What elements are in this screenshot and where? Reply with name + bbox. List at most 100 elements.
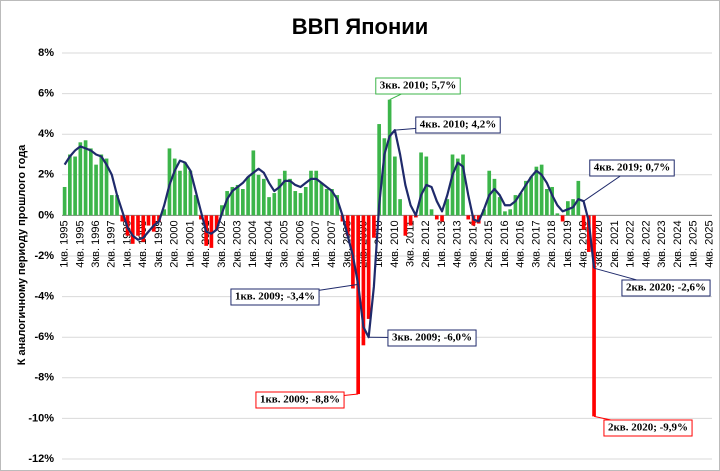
x-tick-label: 3кв. 2020 xyxy=(593,220,605,267)
bar xyxy=(319,182,324,216)
bar xyxy=(377,124,381,216)
x-tick-label: 1кв. 2007 xyxy=(310,220,322,267)
bar xyxy=(387,99,392,216)
x-tick-label: 1кв. 2019 xyxy=(562,220,574,267)
label-box xyxy=(387,329,477,347)
y-tick-label: 4% xyxy=(38,128,54,140)
x-tick-label: 4кв. 2019 xyxy=(577,220,589,267)
bar xyxy=(555,213,560,216)
x-tick-label: 3кв. 2005 xyxy=(279,220,291,267)
bar xyxy=(62,186,67,216)
bar xyxy=(503,211,507,216)
x-tick-label: 2кв. 1997 xyxy=(106,220,118,267)
y-tick-label: 6% xyxy=(38,88,54,100)
bar xyxy=(434,215,439,220)
x-tick-label: 3кв. 2017 xyxy=(530,220,542,267)
label-box xyxy=(603,419,693,437)
bar xyxy=(209,215,214,248)
y-tick-label: -6% xyxy=(34,331,54,343)
bar xyxy=(445,199,450,216)
x-tick-label: 4кв. 2007 xyxy=(326,220,338,267)
y-tick-label: -12% xyxy=(28,453,54,465)
bar xyxy=(293,191,298,216)
bar xyxy=(68,154,72,216)
y-tick-label: -8% xyxy=(34,372,54,384)
bar xyxy=(99,154,104,216)
bar xyxy=(183,162,188,216)
bar xyxy=(193,195,198,216)
bar xyxy=(162,209,167,216)
x-tick-label: 1кв. 2004 xyxy=(247,220,259,267)
y-tick-label: -4% xyxy=(34,291,54,303)
bar xyxy=(403,215,408,236)
x-tick-label: 2кв. 2003 xyxy=(232,220,244,267)
bar xyxy=(246,176,250,216)
bar xyxy=(539,164,544,216)
bar xyxy=(455,158,460,216)
data-label: 3кв. 2010; 5,7% xyxy=(380,80,456,92)
x-tick-label: 2кв. 2012 xyxy=(420,220,432,267)
bar xyxy=(497,197,502,216)
bar xyxy=(508,209,513,216)
bar xyxy=(429,209,434,216)
x-tick-label: 4кв. 2010 xyxy=(389,220,401,267)
bar xyxy=(366,215,371,319)
bar xyxy=(356,215,361,395)
bar xyxy=(235,184,240,216)
bar xyxy=(335,195,340,216)
bar xyxy=(261,178,266,216)
y-tick-label: 8% xyxy=(38,47,54,59)
bar xyxy=(230,186,235,216)
bar xyxy=(109,195,114,216)
bar xyxy=(73,156,77,216)
bar xyxy=(482,209,486,216)
x-tick-label: 4кв. 1995 xyxy=(74,220,86,267)
bar xyxy=(298,193,303,216)
label-box xyxy=(255,391,345,409)
bar xyxy=(550,186,554,216)
y-tick-label: -2% xyxy=(34,250,54,262)
bar xyxy=(513,195,518,216)
bar xyxy=(534,166,539,216)
bar xyxy=(324,189,329,216)
bar xyxy=(130,215,135,244)
bar xyxy=(151,215,156,232)
x-tick-label: 1кв. 2001 xyxy=(184,220,196,267)
bar xyxy=(272,193,277,216)
bar xyxy=(303,186,308,216)
y-tick-label: 2% xyxy=(38,169,54,181)
chart-title: ВВП Японии xyxy=(292,14,429,39)
data-label: 1кв. 2009; -3,4% xyxy=(235,291,315,303)
bar xyxy=(560,215,565,222)
bar xyxy=(314,170,319,216)
bar xyxy=(382,138,387,216)
x-tick-label: 1кв. 2013 xyxy=(436,220,448,267)
x-tick-label: 3кв. 2014 xyxy=(467,220,479,267)
bar xyxy=(267,197,271,216)
bar xyxy=(592,215,596,417)
bar xyxy=(94,164,98,216)
bar xyxy=(188,170,193,216)
x-tick-label: 4кв. 2013 xyxy=(452,220,464,267)
x-tick-label: 3кв. 2023 xyxy=(656,220,668,267)
x-tick-label: 1кв. 2022 xyxy=(625,220,637,267)
bar xyxy=(78,142,83,216)
x-tick-label: 4кв. 1998 xyxy=(137,220,149,267)
label-box xyxy=(230,288,320,306)
bar xyxy=(83,140,88,216)
bar xyxy=(398,199,402,216)
bar xyxy=(251,150,256,216)
y-axis-label: К аналогичному периоду прошлого года xyxy=(16,144,28,365)
bar xyxy=(104,158,109,216)
x-tick-label: 2кв. 2018 xyxy=(546,220,558,267)
bar xyxy=(199,215,203,220)
label-box xyxy=(621,279,711,297)
line xyxy=(63,129,596,339)
bar xyxy=(408,215,413,226)
bar xyxy=(282,170,287,216)
bar xyxy=(461,154,465,216)
x-tick-label: 3кв. 1996 xyxy=(90,220,102,267)
x-tick-label: 4кв. 2004 xyxy=(263,220,275,267)
bar xyxy=(330,189,334,216)
